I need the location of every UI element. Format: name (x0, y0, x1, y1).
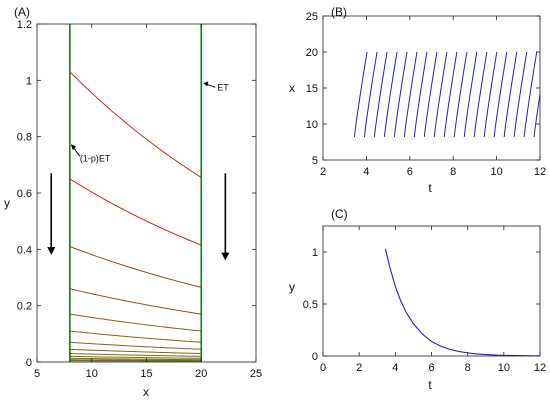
trajectory-segment (373, 51, 388, 138)
annotation-et: ET (217, 82, 229, 92)
x-tick-label: 10 (86, 368, 98, 380)
trajectory-segment (393, 51, 408, 138)
plot-area (69, 24, 203, 362)
x-tick-label: 8 (450, 166, 456, 178)
trajectory-segment (433, 51, 448, 138)
y-tick-label: 10 (306, 119, 318, 131)
decay-curve (384, 248, 540, 356)
x-tick-label: 10 (490, 166, 502, 178)
x-tick-label: 20 (195, 368, 207, 380)
trajectory-curve (69, 353, 202, 357)
x-tick-label: 6 (428, 362, 434, 374)
x-tick-label: 15 (140, 368, 152, 380)
trajectory-segment (423, 51, 438, 138)
x-tick-label: 4 (363, 166, 369, 178)
x-tick-label: 5 (34, 368, 40, 380)
y-tick-label: 1 (312, 247, 318, 259)
y-tick-label: 5 (312, 155, 318, 167)
annotation-arrow-head (70, 144, 76, 151)
panel-a: ET (1-p)ET 5 10 15 20 25 0 0.2 0.4 0.6 0.8 1 1.2 x y (A) (4, 5, 262, 399)
y-axis-label: y (289, 280, 295, 294)
plot-area (384, 248, 540, 356)
trajectory-segment (353, 51, 368, 138)
trajectory-segment (473, 51, 488, 138)
annotation-arrow-head (203, 81, 209, 87)
trajectory-segment (383, 51, 398, 138)
panel-c: 0 2 4 6 8 10 12 0 0.5 1 t y (C) (289, 207, 546, 392)
trajectory-segment (443, 51, 458, 138)
y-tick-label: 0.5 (303, 299, 318, 311)
y-tick-label: 0 (26, 357, 32, 369)
x-tick-label: 0 (320, 362, 326, 374)
trajectory-curve (69, 355, 202, 359)
y-axis-label: y (4, 196, 10, 210)
x-tick-label: 2 (356, 362, 362, 374)
trajectory-curve (69, 246, 202, 288)
trajectory-curve (69, 330, 202, 343)
trajectory-segment (403, 51, 418, 138)
y-tick-label: 0 (312, 351, 318, 363)
trajectory-segment (503, 51, 518, 138)
trajectory-segment (523, 51, 538, 138)
panel-b: 2 4 6 8 10 12 5 10 15 20 25 t x (B) (289, 5, 546, 195)
axes-box (322, 225, 541, 357)
y-tick-label: 1 (26, 75, 32, 87)
y-axis-label: x (289, 81, 295, 95)
x-tick-label: 10 (498, 362, 510, 374)
trajectory-curve (69, 71, 202, 178)
trajectory-curve (69, 348, 202, 355)
y-tick-label: 25 (306, 11, 318, 23)
x-tick-label: 2 (320, 166, 326, 178)
x-tick-label: 25 (250, 368, 262, 380)
down-arrow-head (221, 252, 230, 261)
y-tick-label: 1.2 (17, 19, 32, 31)
x-tick-label: 12 (534, 362, 546, 374)
trajectory-segment (483, 51, 498, 138)
x-tick-label: 4 (392, 362, 398, 374)
trajectory-curve (69, 178, 202, 246)
panel-label: (C) (331, 207, 348, 221)
trajectory-segment (513, 51, 528, 138)
trajectory-segment (493, 51, 508, 138)
y-tick-label: 0.2 (17, 301, 32, 313)
x-tick-label: 6 (407, 166, 413, 178)
trajectory-curve (69, 313, 202, 332)
x-axis-label: t (428, 378, 432, 392)
x-tick-label: 8 (465, 362, 471, 374)
y-tick-label: 20 (306, 47, 318, 59)
y-tick-label: 15 (306, 83, 318, 95)
panel-label: (B) (331, 5, 347, 19)
trajectory-segment (413, 51, 428, 138)
y-tick-label: 0.8 (17, 132, 32, 144)
y-tick-label: 0.4 (17, 244, 32, 256)
trajectory-curve (69, 360, 202, 362)
trajectory-curve (69, 341, 202, 350)
x-axis-label: x (143, 385, 149, 399)
panel-label: (A) (14, 5, 30, 19)
trajectory-segment (453, 51, 468, 138)
trajectory-curve (69, 288, 202, 315)
down-arrow-head (47, 246, 56, 255)
y-tick-label: 0.6 (17, 188, 32, 200)
x-axis-label: t (428, 181, 432, 195)
trajectory-segment (533, 90, 540, 138)
annotation-1-p-et: (1-p)ET (80, 153, 111, 163)
trajectory-segment (363, 51, 378, 138)
trajectory-segment (463, 51, 478, 138)
plot-area (353, 51, 540, 138)
x-tick-label: 12 (534, 166, 546, 178)
